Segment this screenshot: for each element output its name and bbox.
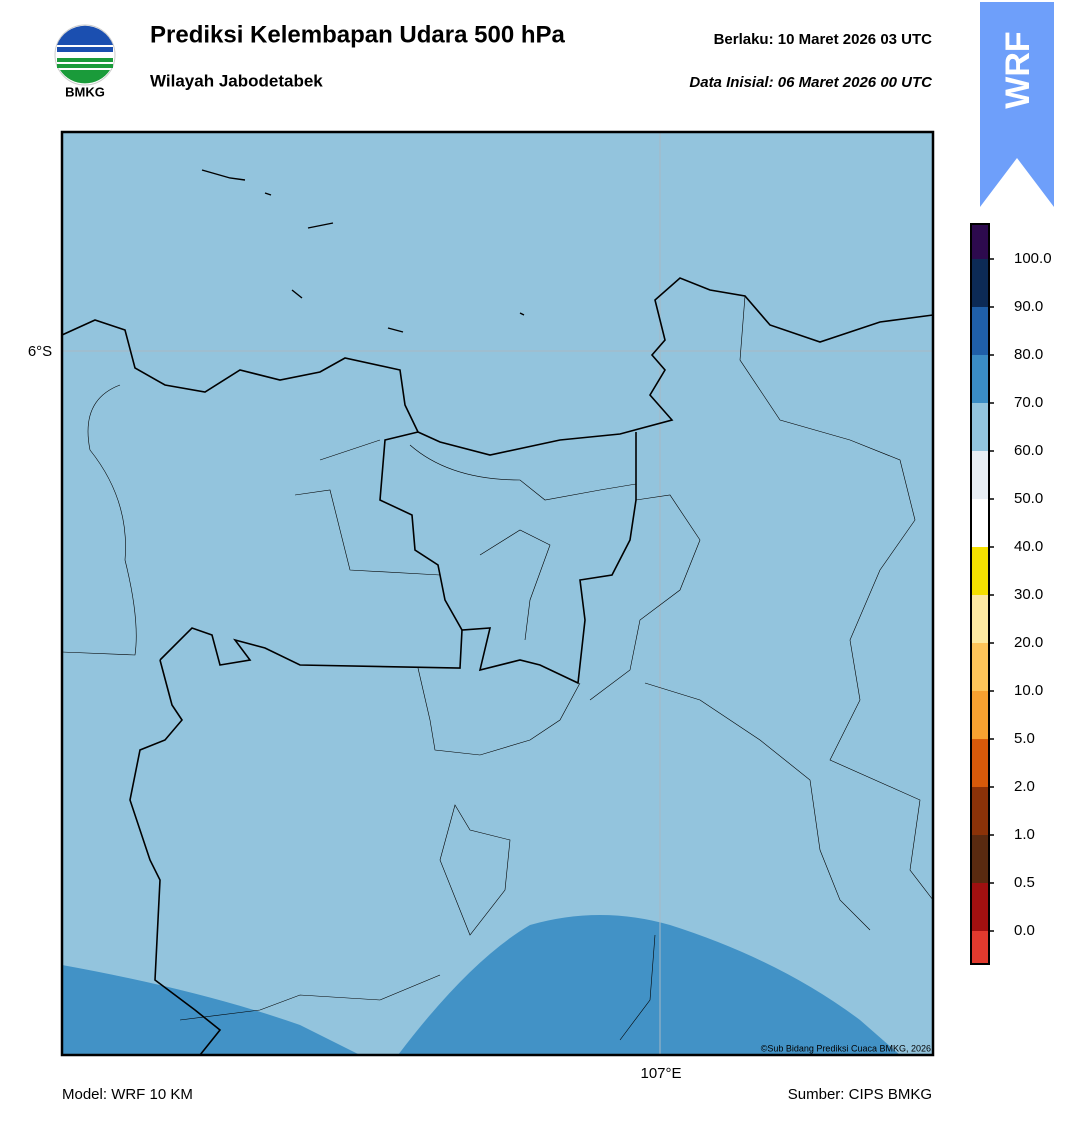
colorbar-label: 50.0 [1014,490,1043,507]
colorbar-segment [971,835,989,883]
colorbar-segment [971,403,989,451]
colorbar-label: 0.0 [1014,922,1035,939]
colorbar-label: 5.0 [1014,730,1035,747]
colorbar-label: 0.5 [1014,874,1035,891]
logo-text: BMKG [65,84,105,99]
logo: BMKG [54,24,116,99]
colorbar-segment [971,787,989,835]
colorbar-frame [970,223,990,965]
subtitle: Wilayah Jabodetabek [150,71,323,90]
colorbar-label: 100.0 [1014,250,1052,267]
init-time: Data Inisial: 06 Maret 2026 00 UTC [689,74,933,91]
colorbar-segment [971,691,989,739]
colorbar-segment [971,595,989,643]
colorbar-segment [971,931,989,964]
colorbar-label: 20.0 [1014,634,1043,651]
colorbar-label: 40.0 [1014,538,1043,555]
valid-time: Berlaku: 10 Maret 2026 03 UTC [714,31,933,48]
colorbar-segment [971,547,989,595]
colorbar-label: 60.0 [1014,442,1043,459]
colorbar: 100.0 90.0 80.0 70.0 60.0 50.0 40.0 30.0 20.0 10.… [970,223,1052,965]
colorbar-label: 1.0 [1014,826,1035,843]
colorbar-segment [971,739,989,787]
colorbar-segment [971,883,989,931]
colorbar-label: 2.0 [1014,778,1035,795]
colorbar-segment [971,643,989,691]
lat-label: 6°S [28,343,52,360]
colorbar-label: 80.0 [1014,346,1043,363]
colorbar-segment [971,307,989,355]
colorbar-label: 90.0 [1014,298,1043,315]
colorbar-segment [971,224,989,259]
colorbar-segment [971,499,989,547]
colorbar-label: 10.0 [1014,682,1043,699]
source-label: Sumber: CIPS BMKG [788,1086,932,1103]
credit: ©Sub Bidang Prediksi Cuaca BMKG, 2026 [761,1043,931,1053]
wrf-badge: WRF [980,2,1054,207]
map: 6°S 107°E ©Sub Bidang Prediksi Cuaca BMK… [28,130,935,1082]
colorbar-label: 70.0 [1014,394,1043,411]
model-label: Model: WRF 10 KM [62,1086,193,1103]
lon-label: 107°E [640,1065,681,1082]
colorbar-segment [971,259,989,307]
badge-text: WRF [999,31,1037,108]
colorbar-label: 30.0 [1014,586,1043,603]
colorbar-segment [971,451,989,499]
title: Prediksi Kelembapan Udara 500 hPa [150,21,566,48]
colorbar-segment [971,355,989,403]
